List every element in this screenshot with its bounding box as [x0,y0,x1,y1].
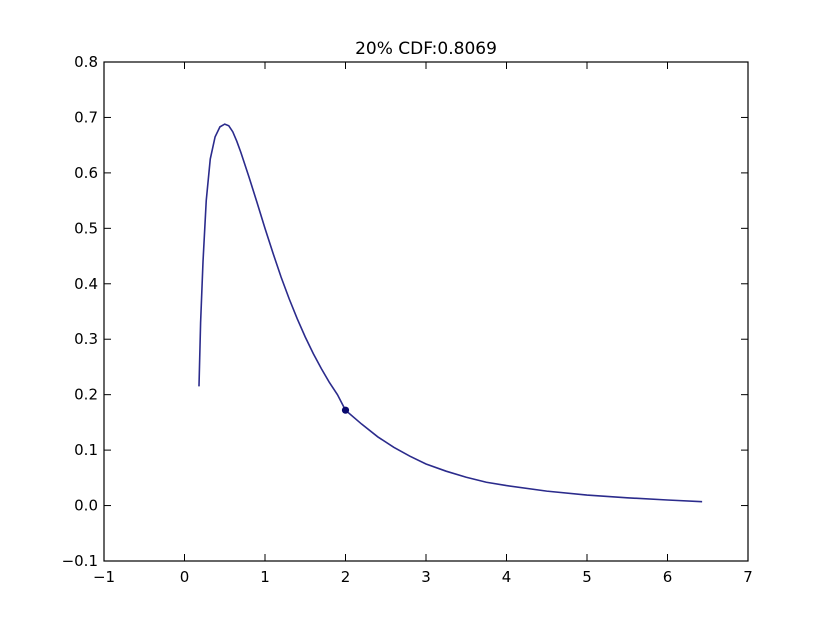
x-tick-label: 3 [421,568,431,586]
x-tick-label: 4 [502,568,512,586]
y-tick-label: 0.1 [74,441,98,459]
x-tick-label: 7 [743,568,753,586]
x-tick-label: 2 [341,568,351,586]
y-tick-label: −0.1 [62,552,98,570]
axis-ticks: −1 0 1 2 3 4 5 6 7 −0.1 0.0 0.1 0.2 0.3 0.4 0.5 0.6 0.7 0.… [62,53,753,586]
chart-title: 20% CDF:0.8069 [355,39,497,59]
data-point-marker [341,406,350,414]
x-tick-label: 0 [180,568,190,586]
y-tick-label: 0.0 [74,497,98,515]
y-tick-label: 0.4 [74,275,98,293]
x-tick-label: 6 [663,568,673,586]
y-tick-label: 0.6 [74,164,98,182]
y-tick-label: 0.5 [74,219,98,237]
x-tick-label: 1 [260,568,270,586]
plot-area [198,123,703,503]
y-tick-label: 0.3 [74,330,98,348]
y-tick-label: 0.2 [74,386,98,404]
x-tick-label: 5 [582,568,592,586]
y-tick-label: 0.8 [74,53,98,71]
series-line-0 [198,123,703,503]
x-tick-label: −1 [93,568,115,586]
y-tick-label: 0.7 [74,108,98,126]
